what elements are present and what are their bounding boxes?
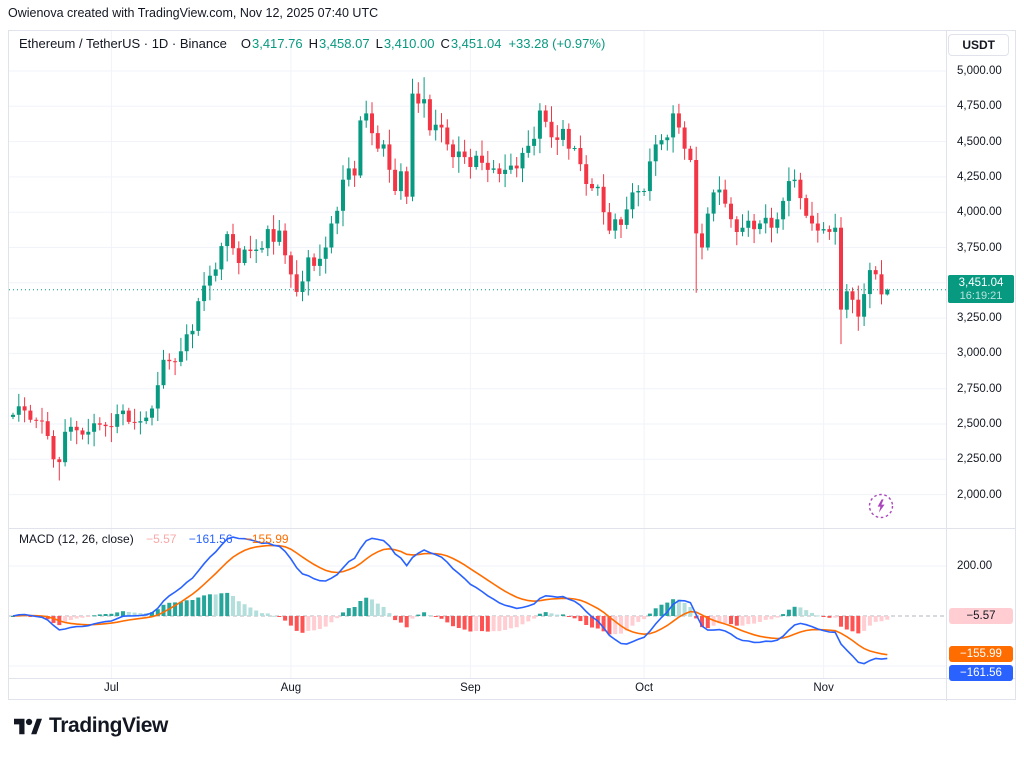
price-axis[interactable]: 3,451.04 16:19:21 5,000.00 4,750.00 4,500.… [947, 31, 1017, 528]
macd-pane[interactable] [9, 528, 946, 678]
macd-value-badge: −161.56 [949, 665, 1013, 681]
signal-line [12, 544, 888, 656]
tradingview-logo-text: TradingView [49, 714, 168, 737]
time-tick-label: Oct [635, 682, 654, 694]
price-tick-label: 2,500.00 [957, 418, 1002, 430]
chart-widget: Ethereum / TetherUS · 1D · Binance O3,417… [8, 30, 1017, 701]
attribution-text: Owienova created with TradingView.com, N… [8, 6, 379, 20]
price-pane[interactable] [9, 31, 946, 528]
price-tick-label: 2,000.00 [957, 488, 1002, 501]
price-tick-label: 4,250.00 [957, 170, 1002, 183]
time-tick-label: Sep [460, 682, 481, 694]
price-tick-label: 2,250.00 [957, 453, 1002, 466]
indicator-hist-value: −5.57 [146, 532, 177, 546]
macd-line [12, 536, 888, 665]
price-tick-label: 3,000.00 [957, 347, 1002, 360]
indicator-axis-tick: 200.00 [957, 560, 993, 572]
tradingview-logo-icon [14, 718, 42, 734]
pane-divider[interactable] [9, 528, 1015, 529]
high-label: H [308, 36, 318, 51]
indicator-signal-value: −155.99 [244, 532, 289, 546]
close-value: 3,451.04 [450, 36, 502, 51]
indicator-axis[interactable]: 200.00 −5.57 −155.99 −161.56 [947, 528, 1017, 681]
currency-button[interactable]: USDT [948, 34, 1009, 56]
candles-layer [11, 77, 890, 481]
price-gridlines [9, 31, 946, 528]
lightning-icon[interactable] [867, 492, 895, 520]
tradingview-logo[interactable]: TradingView [14, 714, 168, 738]
change-value: +33.28 (+0.97%) [508, 36, 606, 51]
macd-histogram-layer [11, 592, 890, 635]
indicator-macd-value: −161.56 [188, 532, 233, 546]
symbol-title[interactable]: Ethereum / TetherUS · 1D · Binance [19, 36, 227, 51]
indicator-legend[interactable]: MACD (12, 26, close) −5.57 −161.56 −155.… [19, 532, 289, 546]
price-tick-label: 4,750.00 [957, 100, 1002, 113]
price-tick-label: 3,750.00 [957, 241, 1002, 254]
open-label: O [240, 36, 251, 51]
price-tick-label: 5,000.00 [957, 65, 1002, 77]
price-axis-divider [946, 31, 947, 701]
price-tick-label: 4,000.00 [957, 206, 1002, 219]
high-value: 3,458.07 [318, 36, 370, 51]
price-tick-label: 2,750.00 [957, 382, 1002, 395]
price-tick-label: 3,250.00 [957, 312, 1002, 325]
indicator-title: MACD [19, 532, 55, 546]
time-axis[interactable]: Jul Aug Sep Oct Nov [9, 678, 1017, 701]
open-value: 3,417.76 [251, 36, 303, 51]
bar-countdown: 16:19:21 [959, 290, 1003, 302]
signal-value-badge: −155.99 [949, 646, 1013, 662]
indicator-params: (12, 26, close) [57, 532, 134, 546]
macd-gridlines [9, 528, 946, 678]
low-value: 3,410.00 [383, 36, 435, 51]
time-tick-label: Jul [104, 682, 119, 694]
last-price-value: 3,451.04 [958, 277, 1004, 289]
time-tick-label: Nov [813, 682, 834, 694]
low-label: L [375, 36, 383, 51]
last-price-badge: 3,451.04 16:19:21 [948, 275, 1014, 303]
close-label: C [440, 36, 450, 51]
time-tick-label: Aug [280, 682, 302, 694]
chart-legend[interactable]: Ethereum / TetherUS · 1D · Binance O3,417… [19, 36, 605, 51]
price-tick-label: 4,500.00 [957, 135, 1002, 148]
time-axis-divider [9, 678, 1015, 679]
histogram-value-badge: −5.57 [949, 608, 1013, 624]
